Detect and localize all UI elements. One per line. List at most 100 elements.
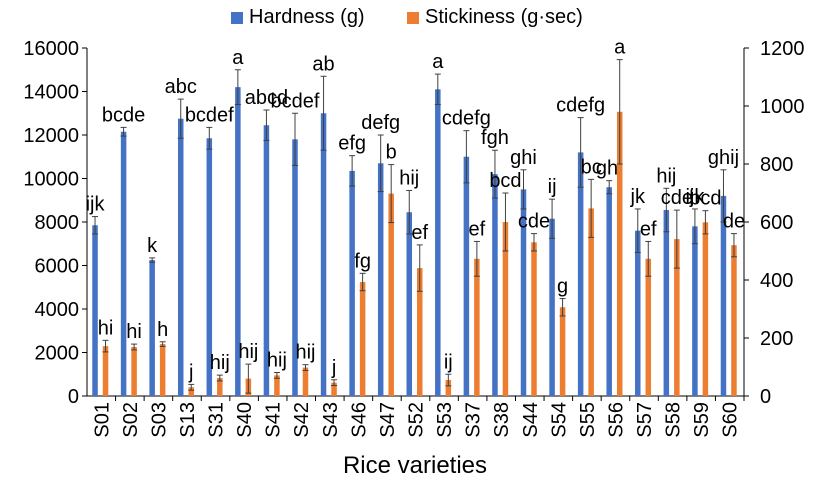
stickiness-significance-label: j [188, 361, 193, 383]
stickiness-significance-label: hij [238, 341, 258, 363]
stickiness-significance-label: bcd [689, 188, 721, 210]
stickiness-significance-label: hij [295, 342, 315, 364]
hardness-bar [320, 113, 327, 396]
hardness-bar [663, 210, 670, 396]
stickiness-bar [531, 242, 537, 396]
hardness-bar [549, 218, 555, 396]
stickiness-bar [474, 258, 480, 396]
stickiness-bar [645, 258, 652, 396]
category-label: S58 [663, 402, 685, 438]
stickiness-bar [616, 111, 623, 397]
right-axis-tick-label: 0 [760, 386, 771, 408]
left-axis-tick-label: 10000 [23, 169, 79, 191]
left-axis-tick-label: 0 [68, 386, 79, 408]
hardness-significance-label: bcdef [185, 104, 234, 126]
stickiness-bar [388, 193, 394, 396]
hardness-significance-label: a [432, 51, 444, 73]
hardness-significance-label: k [147, 235, 158, 257]
hardness-significance-label: abcd [245, 87, 288, 109]
stickiness-bar [731, 245, 737, 396]
stickiness-significance-label: bc [581, 156, 602, 178]
hardness-significance-label: ghij [708, 147, 739, 169]
stickiness-significance-label: hij [267, 350, 287, 372]
stickiness-bar [217, 378, 223, 396]
stickiness-bar [674, 239, 680, 396]
stickiness-bar [159, 344, 166, 396]
stickiness-bar [417, 268, 423, 396]
category-label: S40 [234, 402, 256, 438]
x-axis-title: Rice varieties [343, 452, 487, 479]
category-label: S55 [577, 402, 599, 438]
stickiness-significance-label: ef [640, 218, 657, 240]
stickiness-significance-label: h [157, 319, 168, 341]
left-axis-tick-label: 2000 [35, 343, 80, 365]
category-label: S59 [691, 402, 713, 438]
hardness-significance-label: hij [656, 165, 676, 187]
legend-label-hardness: Hardness (g) [249, 6, 365, 28]
stickiness-significance-label: j [331, 357, 336, 379]
category-label: S03 [148, 402, 170, 438]
hardness-significance-label: jk [630, 186, 646, 208]
legend-swatch-stickiness [407, 11, 419, 24]
hardness-bar [206, 138, 213, 396]
stickiness-significance-label: ef [469, 218, 486, 240]
category-label: S56 [605, 402, 627, 438]
hardness-significance-label: ab [312, 53, 334, 75]
hardness-significance-label: efg [338, 133, 366, 155]
hardness-bar [235, 87, 241, 397]
hardness-bar [692, 226, 698, 396]
left-axis-tick-label: 12000 [23, 125, 79, 147]
left-axis-tick-label: 6000 [35, 256, 80, 278]
hardness-significance-label: fgh [481, 127, 509, 149]
hardness-bar [606, 187, 612, 396]
stickiness-significance-label: cde [518, 211, 550, 233]
stickiness-significance-label: hij [210, 352, 230, 374]
hardness-significance-label: hij [399, 167, 419, 189]
hardness-bar [177, 118, 184, 396]
hardness-significance-label: defg [361, 112, 400, 134]
category-label: S57 [634, 402, 656, 438]
hardness-bar [635, 230, 641, 396]
category-label: S38 [491, 402, 513, 438]
right-axis-tick-label: 1000 [760, 96, 805, 118]
stickiness-significance-label: a [614, 37, 626, 59]
category-label: S47 [377, 402, 399, 438]
stickiness-bar [102, 346, 109, 396]
stickiness-significance-label: hi [126, 321, 142, 343]
stickiness-bar [188, 387, 194, 396]
category-label: S54 [548, 402, 570, 438]
hardness-bar [720, 195, 727, 396]
hardness-bar [263, 125, 270, 397]
category-label: S42 [291, 402, 313, 438]
legend-swatch-hardness [231, 11, 243, 24]
hardness-significance-label: a [232, 47, 244, 69]
category-label: S53 [434, 402, 456, 438]
hardness-significance-label: cdefg [556, 95, 605, 117]
legend-label-stickiness: Stickiness (g·sec) [425, 6, 583, 28]
hardness-significance-label: ij [548, 176, 557, 198]
stickiness-significance-label: bcd [489, 170, 521, 192]
right-axis-tick-label: 800 [760, 154, 793, 176]
right-axis-tick-label: 400 [760, 270, 793, 292]
category-label: S52 [406, 402, 428, 438]
hardness-bar [406, 212, 412, 396]
right-axis-tick-label: 200 [760, 328, 793, 350]
hardness-bar [577, 152, 584, 396]
stickiness-bar [559, 307, 566, 396]
left-axis-tick-label: 16000 [23, 38, 79, 60]
left-axis-tick-label: 8000 [35, 212, 80, 234]
hardness-significance-label: bcde [102, 104, 145, 126]
category-label: S37 [463, 402, 485, 438]
left-axis-tick-label: 14000 [23, 82, 79, 104]
hardness-bar [520, 189, 527, 396]
hardness-significance-label: ijk [86, 194, 106, 216]
stickiness-bar [502, 222, 509, 396]
right-axis-tick-label: 600 [760, 212, 793, 234]
stickiness-bar [331, 382, 337, 396]
category-label: S41 [263, 402, 285, 438]
category-label: S31 [206, 402, 228, 438]
stickiness-bar [702, 222, 709, 396]
hardness-significance-label: ghi [510, 147, 537, 169]
hardness-bar [349, 170, 355, 396]
